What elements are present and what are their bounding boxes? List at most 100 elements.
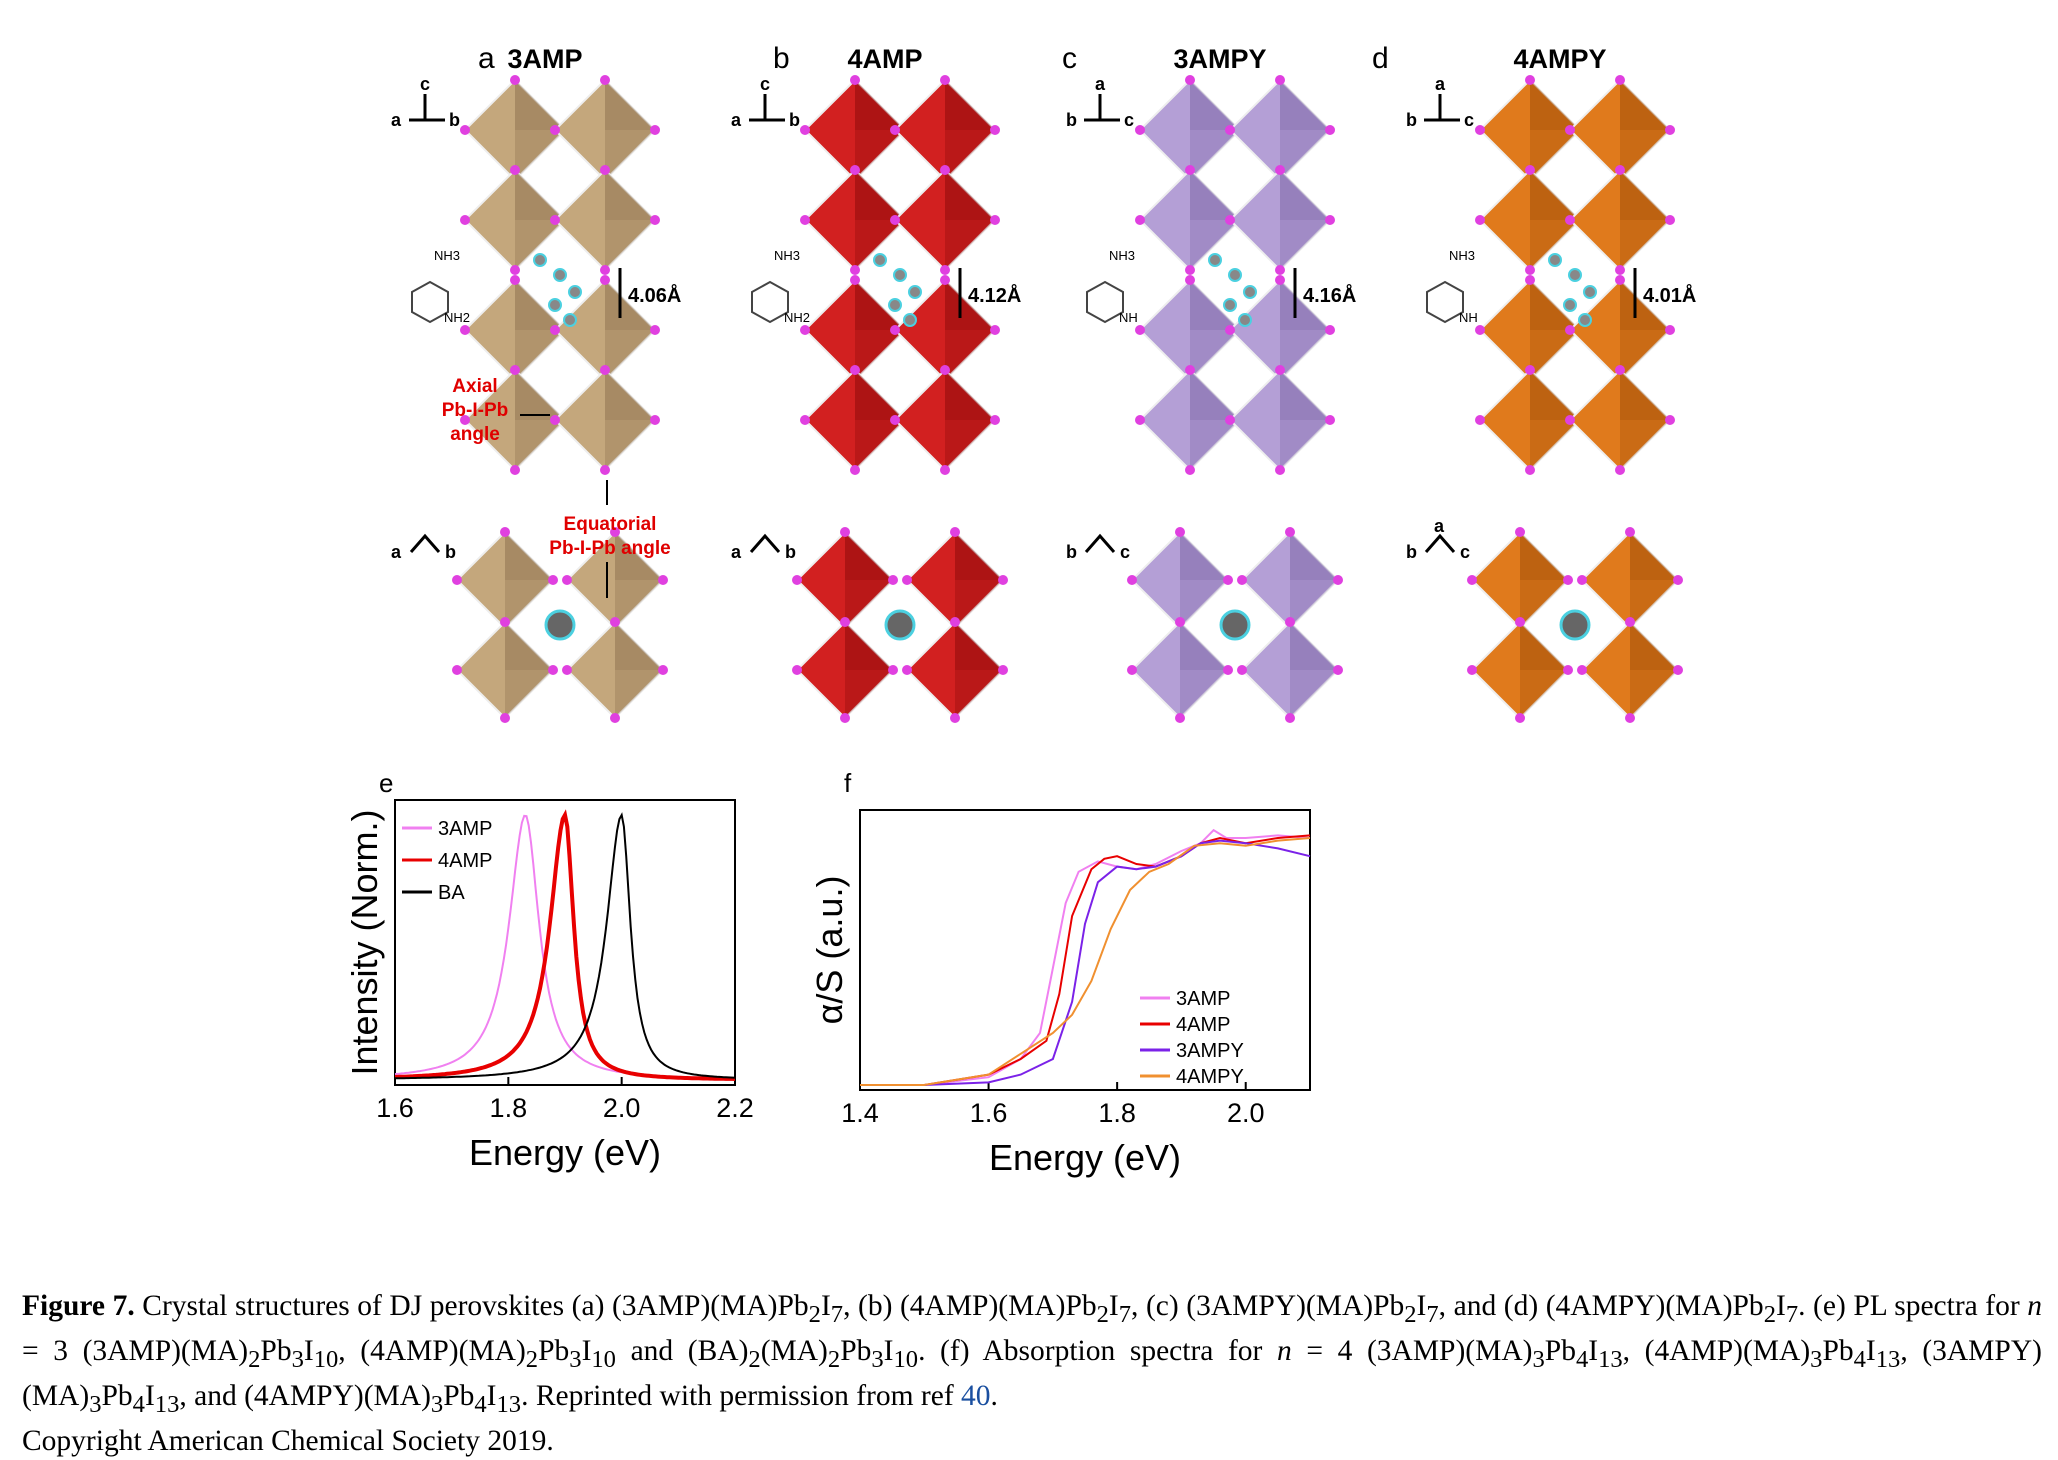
octahedron-shade <box>615 532 663 580</box>
octahedron-topview <box>1467 617 1573 723</box>
iodide-atom <box>1563 665 1573 675</box>
molecule-atom <box>1563 298 1577 312</box>
octahedron-bottom <box>1565 365 1675 475</box>
iodide-atom <box>1275 165 1285 175</box>
iodide-atom <box>1673 665 1683 675</box>
molecule-atom <box>568 285 582 299</box>
distance-label-a: 4.06Å <box>628 283 681 307</box>
octahedron-shade <box>1280 80 1330 130</box>
ring-sketch <box>1086 280 1124 324</box>
octahedron-shade <box>1620 220 1670 270</box>
octahedron-shade <box>845 532 893 580</box>
iodide-atom <box>600 465 610 475</box>
octahedron-shade <box>1190 420 1240 470</box>
octahedron-shade <box>855 420 905 470</box>
octahedron-shade <box>845 622 893 670</box>
pl-spectra-chart: e 1.6 1.8 2.0 2.2 Energy (eV) Intensity (Norm.… <box>344 770 754 1173</box>
iodide-atom <box>1515 617 1525 627</box>
iodide-atom <box>940 365 950 375</box>
octahedron-topview <box>792 617 898 723</box>
iodide-atom <box>460 415 470 425</box>
iodide-atom <box>1225 215 1235 225</box>
octahedron-shade <box>1280 370 1330 420</box>
iodide-atom <box>1625 713 1635 723</box>
octahedron-shade <box>1530 280 1580 330</box>
iodide-atom <box>800 125 810 135</box>
octahedron-shade <box>1280 170 1330 220</box>
octahedron-bottom <box>1225 275 1335 385</box>
iodide-atom <box>1175 713 1185 723</box>
octahedron-topview <box>1237 527 1343 633</box>
cation-topview <box>884 609 916 641</box>
molecule-atom <box>553 268 567 282</box>
molecule-atom <box>563 313 577 327</box>
iodide-atom <box>850 75 860 85</box>
iodide-atom <box>1135 325 1145 335</box>
iodide-atom <box>1325 415 1335 425</box>
panel-title-d: 4AMPY <box>1513 44 1606 74</box>
octahedron-shade <box>1520 670 1568 718</box>
iodide-atom <box>1615 275 1625 285</box>
iodide-atom <box>1665 325 1675 335</box>
octahedron-shade <box>605 280 655 330</box>
octahedron-shade <box>955 580 1003 628</box>
iodide-atom <box>1285 617 1295 627</box>
iodide-atom <box>510 165 520 175</box>
panel-title-b: 4AMP <box>847 44 922 74</box>
reference-link[interactable]: 40 <box>961 1379 991 1412</box>
octahedron-shade <box>1190 280 1240 330</box>
octahedron-shade <box>605 220 655 270</box>
molecule-atom <box>548 298 562 312</box>
legend-label-BA: BA <box>438 882 465 904</box>
octahedron-shade <box>515 220 565 270</box>
legend-label-3AMPY: 3AMPY <box>1176 1040 1244 1062</box>
panel-letter-d: d <box>1372 42 1389 75</box>
iodide-atom <box>1615 365 1625 375</box>
axial-label-line2: Pb-I-Pb <box>442 400 509 421</box>
panel-letter-a: a <box>478 42 495 75</box>
legend-label-4AMPY: 4AMPY <box>1176 1066 1244 1088</box>
octahedron-bottom <box>1135 365 1245 475</box>
octahedron-top <box>1565 165 1675 275</box>
iodide-atom <box>950 527 960 537</box>
iodide-atom <box>510 365 520 375</box>
octahedron-bottom <box>460 275 570 385</box>
iodide-atom <box>1665 215 1675 225</box>
octahedron-shade <box>1630 622 1678 670</box>
octahedron-shade <box>945 330 995 380</box>
octahedron-shade <box>1630 670 1678 718</box>
axis-label-up: a <box>1435 74 1446 94</box>
octahedron-top <box>1475 75 1585 185</box>
molecule-atom <box>1243 285 1257 299</box>
octahedron-shade <box>1190 80 1240 130</box>
molecule-atom <box>873 253 887 267</box>
iodide-atom <box>510 465 520 475</box>
axis-label-left-bottom: a <box>731 542 742 562</box>
octahedron-topview <box>452 617 558 723</box>
iodide-atom <box>888 665 898 675</box>
iodide-atom <box>562 575 572 585</box>
panel-title-c: 3AMPY <box>1173 44 1266 74</box>
cation-topview <box>1219 609 1251 641</box>
octahedron-shade <box>845 670 893 718</box>
iodide-atom <box>500 713 510 723</box>
octahedron-shade <box>855 280 905 330</box>
x-tick-label: 1.6 <box>376 1093 414 1123</box>
octahedron-shade <box>1530 130 1580 180</box>
octahedron-bottom <box>550 365 660 475</box>
panel-letter-f: f <box>844 770 852 798</box>
molecule-atom <box>1583 285 1597 299</box>
octahedron-shade <box>855 130 905 180</box>
nh3-label: NH3 <box>1109 248 1135 263</box>
molecule-atom <box>1223 298 1237 312</box>
octahedron-top <box>890 75 1000 185</box>
iodide-atom <box>1275 265 1285 275</box>
octahedron-shade <box>945 370 995 420</box>
iodide-atom <box>1275 365 1285 375</box>
y-axis-label: α/S (a.u.) <box>810 876 850 1025</box>
nh-label: NH <box>1119 310 1138 325</box>
octahedron-shade <box>505 580 553 628</box>
octahedron-shade <box>1630 532 1678 580</box>
x-axis-label: Energy (eV) <box>469 1132 661 1173</box>
